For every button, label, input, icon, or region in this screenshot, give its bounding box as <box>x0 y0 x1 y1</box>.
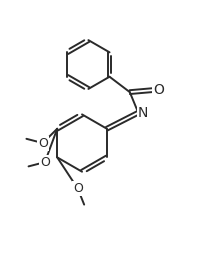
Text: O: O <box>154 83 164 97</box>
Text: O: O <box>40 156 50 169</box>
Text: O: O <box>73 182 83 195</box>
Text: N: N <box>138 106 148 120</box>
Text: O: O <box>38 136 48 150</box>
